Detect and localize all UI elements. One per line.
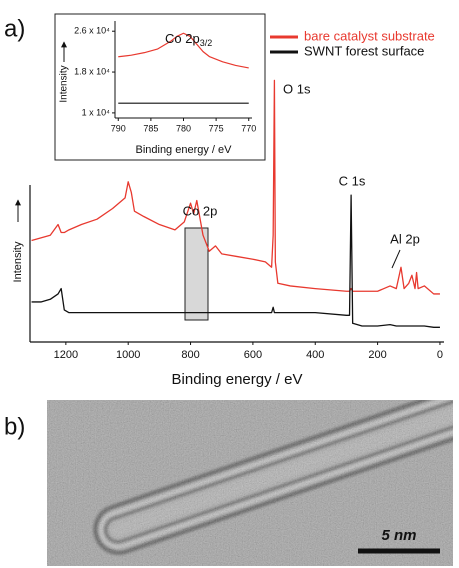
legend-label: SWNT forest surface <box>304 43 424 58</box>
annotation: O 1s <box>283 81 311 96</box>
x-tick-label: 200 <box>368 349 386 361</box>
inset-frame <box>54 13 266 161</box>
y-tick-label: 2.6 x 10⁴ <box>74 26 110 36</box>
annotation: C 1s <box>339 173 366 188</box>
tem-image <box>47 400 453 566</box>
x-tick-label: 785 <box>143 123 158 133</box>
series-line <box>118 32 249 69</box>
y-axis-label: Intensity <box>59 65 70 102</box>
x-tick-label: 600 <box>244 349 262 361</box>
legend-label: bare catalyst substrate <box>304 28 435 43</box>
x-tick-label: 800 <box>181 349 199 361</box>
scale-bar-label: 5 nm <box>381 527 416 544</box>
x-tick-label: 770 <box>241 123 256 133</box>
panel-label: b) <box>4 413 25 440</box>
leader-line <box>391 249 401 269</box>
x-tick-label: 1200 <box>54 349 78 361</box>
panel-label: a) <box>4 15 25 42</box>
annotation: Al 2p <box>390 231 420 246</box>
y-axis-label: Intensity <box>12 241 24 282</box>
x-tick-label: 1000 <box>116 349 140 361</box>
highlight-box <box>184 227 209 321</box>
inset-label: Co 2p3/2 <box>165 31 212 48</box>
inset-label-main: Co 2p <box>165 31 200 46</box>
inset-label-sub: 3/2 <box>200 38 213 48</box>
x-tick-label: 790 <box>111 123 126 133</box>
y-tick-label: 1.8 x 10⁴ <box>74 66 110 76</box>
series-line <box>31 194 440 328</box>
x-tick-label: 0 <box>437 349 443 361</box>
x-tick-label: 780 <box>176 123 191 133</box>
series-line <box>31 79 440 295</box>
annotation: Co 2p <box>183 203 218 218</box>
x-axis-label: Binding energy / eV <box>135 144 232 156</box>
x-axis-label: Binding energy / eV <box>172 371 303 388</box>
x-tick-label: 775 <box>209 123 224 133</box>
y-tick-label: 1 x 10⁴ <box>82 107 111 117</box>
x-tick-label: 400 <box>306 349 324 361</box>
